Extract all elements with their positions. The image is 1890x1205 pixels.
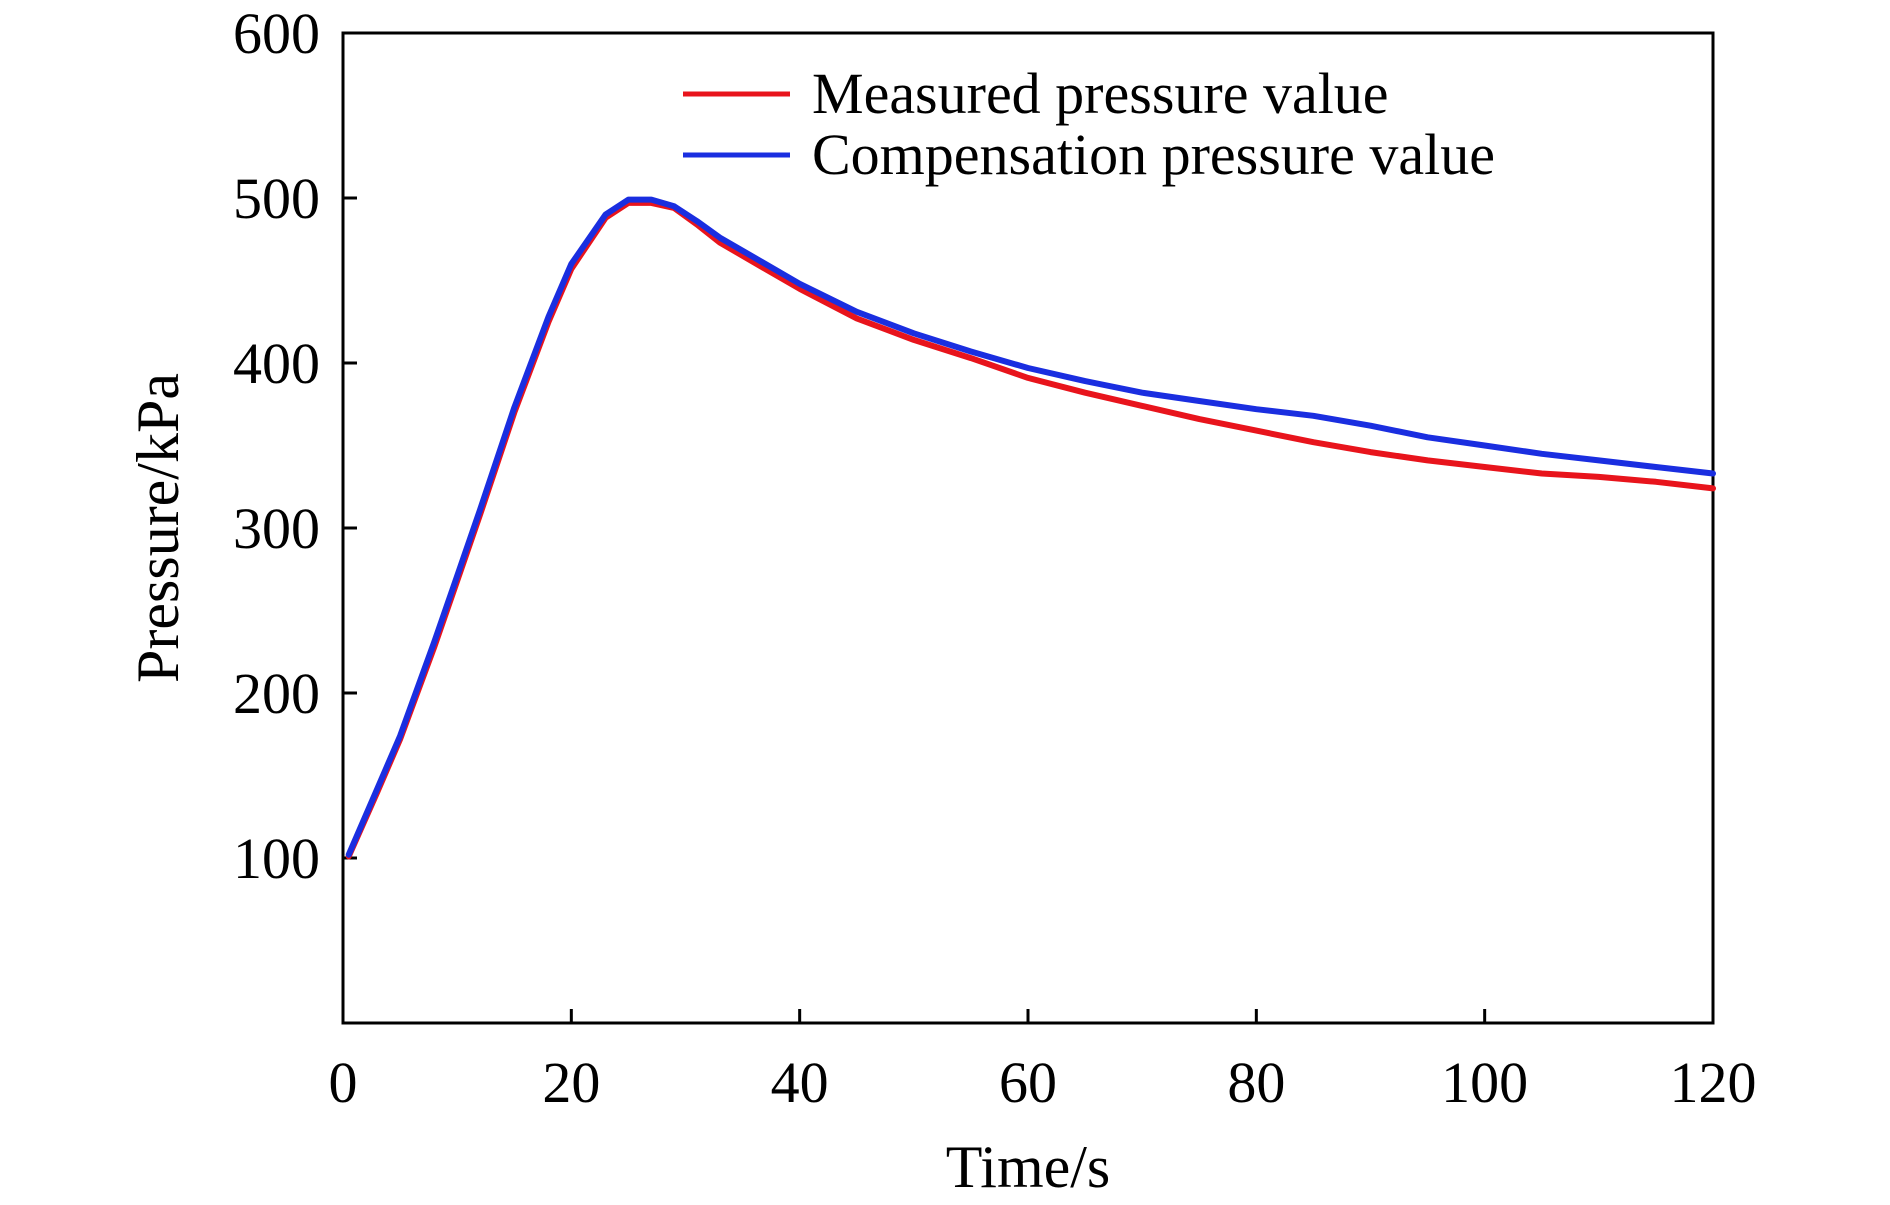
- x-axis-label: Time/s: [946, 1134, 1111, 1200]
- legend-label-measured: Measured pressure value: [812, 61, 1389, 126]
- x-tick-label-20: 20: [542, 1050, 600, 1115]
- x-tick-label-80: 80: [1227, 1050, 1285, 1115]
- y-axis-label: Pressure/kPa: [125, 373, 191, 683]
- y-tick-label-500: 500: [233, 166, 320, 231]
- y-tick-label-400: 400: [233, 331, 320, 396]
- data-series: [345, 196, 1716, 860]
- y-tick-label-600: 600: [233, 1, 320, 66]
- y-tick-label-300: 300: [233, 496, 320, 561]
- x-tick-label-60: 60: [999, 1050, 1057, 1115]
- x-tick-label-120: 120: [1670, 1050, 1757, 1115]
- x-tick-label-40: 40: [771, 1050, 829, 1115]
- axis-ticks: [341, 31, 1715, 1023]
- axis-tick-labels: 0 20 40 60 80 100 120 100 200 300 400 500 600: [233, 1, 1757, 1115]
- legend-label-compensation: Compensation pressure value: [812, 122, 1495, 187]
- series-line-1: [345, 196, 1716, 858]
- y-tick-label-200: 200: [233, 661, 320, 726]
- y-tick-label-100: 100: [233, 826, 320, 891]
- x-tick-label-0: 0: [329, 1050, 358, 1115]
- x-tick-label-100: 100: [1441, 1050, 1528, 1115]
- legend: Measured pressure value Compensation pre…: [683, 61, 1495, 187]
